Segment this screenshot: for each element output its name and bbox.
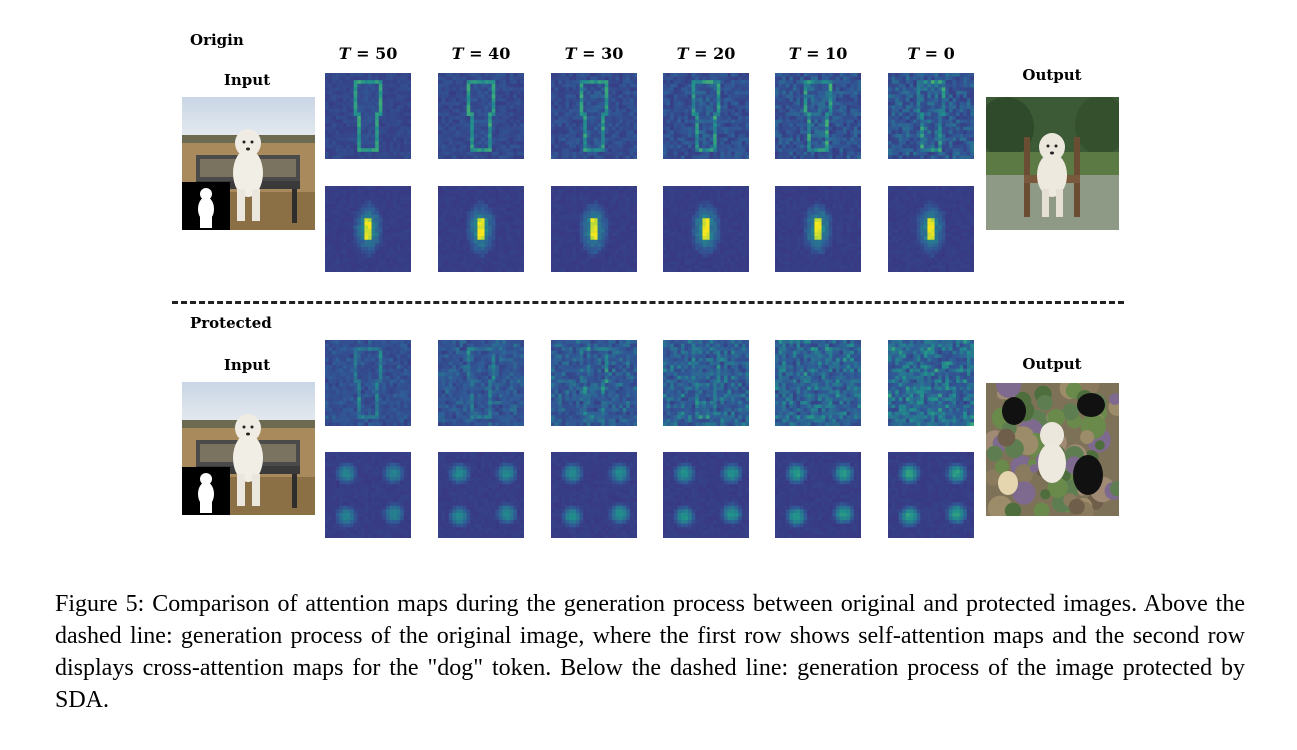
origin-input-label: Input xyxy=(223,71,271,89)
timestep-var: T xyxy=(676,44,689,63)
origin-self-attention-map-4 xyxy=(775,73,861,159)
origin-cross-attention-map-1 xyxy=(438,186,524,272)
protected-cross-attention-map-4 xyxy=(775,452,861,538)
protected-mask-inset xyxy=(182,467,230,515)
timestep-var: T xyxy=(788,44,801,63)
timestep-var: T xyxy=(564,44,577,63)
origin-self-attention-map-2 xyxy=(551,73,637,159)
protected-self-attention-map-0 xyxy=(325,340,411,426)
origin-cross-attention-map-3 xyxy=(663,186,749,272)
protected-output-label: Output xyxy=(1022,355,1082,373)
timestep-value: = 0 xyxy=(919,44,955,63)
timestep-label-4: T = 10 xyxy=(775,44,861,63)
protected-label: Protected xyxy=(190,314,272,332)
origin-self-attention-map-1 xyxy=(438,73,524,159)
figure-caption: Figure 5: Comparison of attention maps d… xyxy=(55,591,1245,713)
protected-self-attention-map-5 xyxy=(888,340,974,426)
protected-cross-attention-map-2 xyxy=(551,452,637,538)
origin-cross-attention-map-0 xyxy=(325,186,411,272)
timestep-value: = 40 xyxy=(463,44,511,63)
timestep-label-3: T = 20 xyxy=(663,44,749,63)
timestep-label-5: T = 0 xyxy=(888,44,974,63)
timestep-var: T xyxy=(451,44,464,63)
origin-input-image xyxy=(182,97,315,230)
origin-self-attention-map-0 xyxy=(325,73,411,159)
protected-self-attention-map-2 xyxy=(551,340,637,426)
dashed-separator xyxy=(172,301,1124,304)
origin-self-attention-map-3 xyxy=(663,73,749,159)
protected-self-attention-map-3 xyxy=(663,340,749,426)
timestep-value: = 20 xyxy=(688,44,736,63)
timestep-var: T xyxy=(907,44,920,63)
timestep-value: = 10 xyxy=(800,44,848,63)
timestep-label-1: T = 40 xyxy=(438,44,524,63)
protected-input-image xyxy=(182,382,315,515)
origin-cross-attention-map-2 xyxy=(551,186,637,272)
timestep-value: = 30 xyxy=(576,44,624,63)
timestep-label-2: T = 30 xyxy=(551,44,637,63)
timestep-value: = 50 xyxy=(350,44,398,63)
origin-cross-attention-map-5 xyxy=(888,186,974,272)
origin-output-label: Output xyxy=(1022,66,1082,84)
protected-cross-attention-map-1 xyxy=(438,452,524,538)
timestep-label-0: T = 50 xyxy=(325,44,411,63)
origin-cross-attention-map-4 xyxy=(775,186,861,272)
protected-input-label: Input xyxy=(223,356,271,374)
protected-self-attention-map-4 xyxy=(775,340,861,426)
timestep-var: T xyxy=(338,44,351,63)
origin-output-image xyxy=(986,97,1119,230)
origin-label: Origin xyxy=(190,31,244,49)
protected-cross-attention-map-3 xyxy=(663,452,749,538)
protected-cross-attention-map-0 xyxy=(325,452,411,538)
origin-mask-inset xyxy=(182,182,230,230)
origin-self-attention-map-5 xyxy=(888,73,974,159)
protected-cross-attention-map-5 xyxy=(888,452,974,538)
protected-self-attention-map-1 xyxy=(438,340,524,426)
protected-output-image xyxy=(986,383,1119,516)
